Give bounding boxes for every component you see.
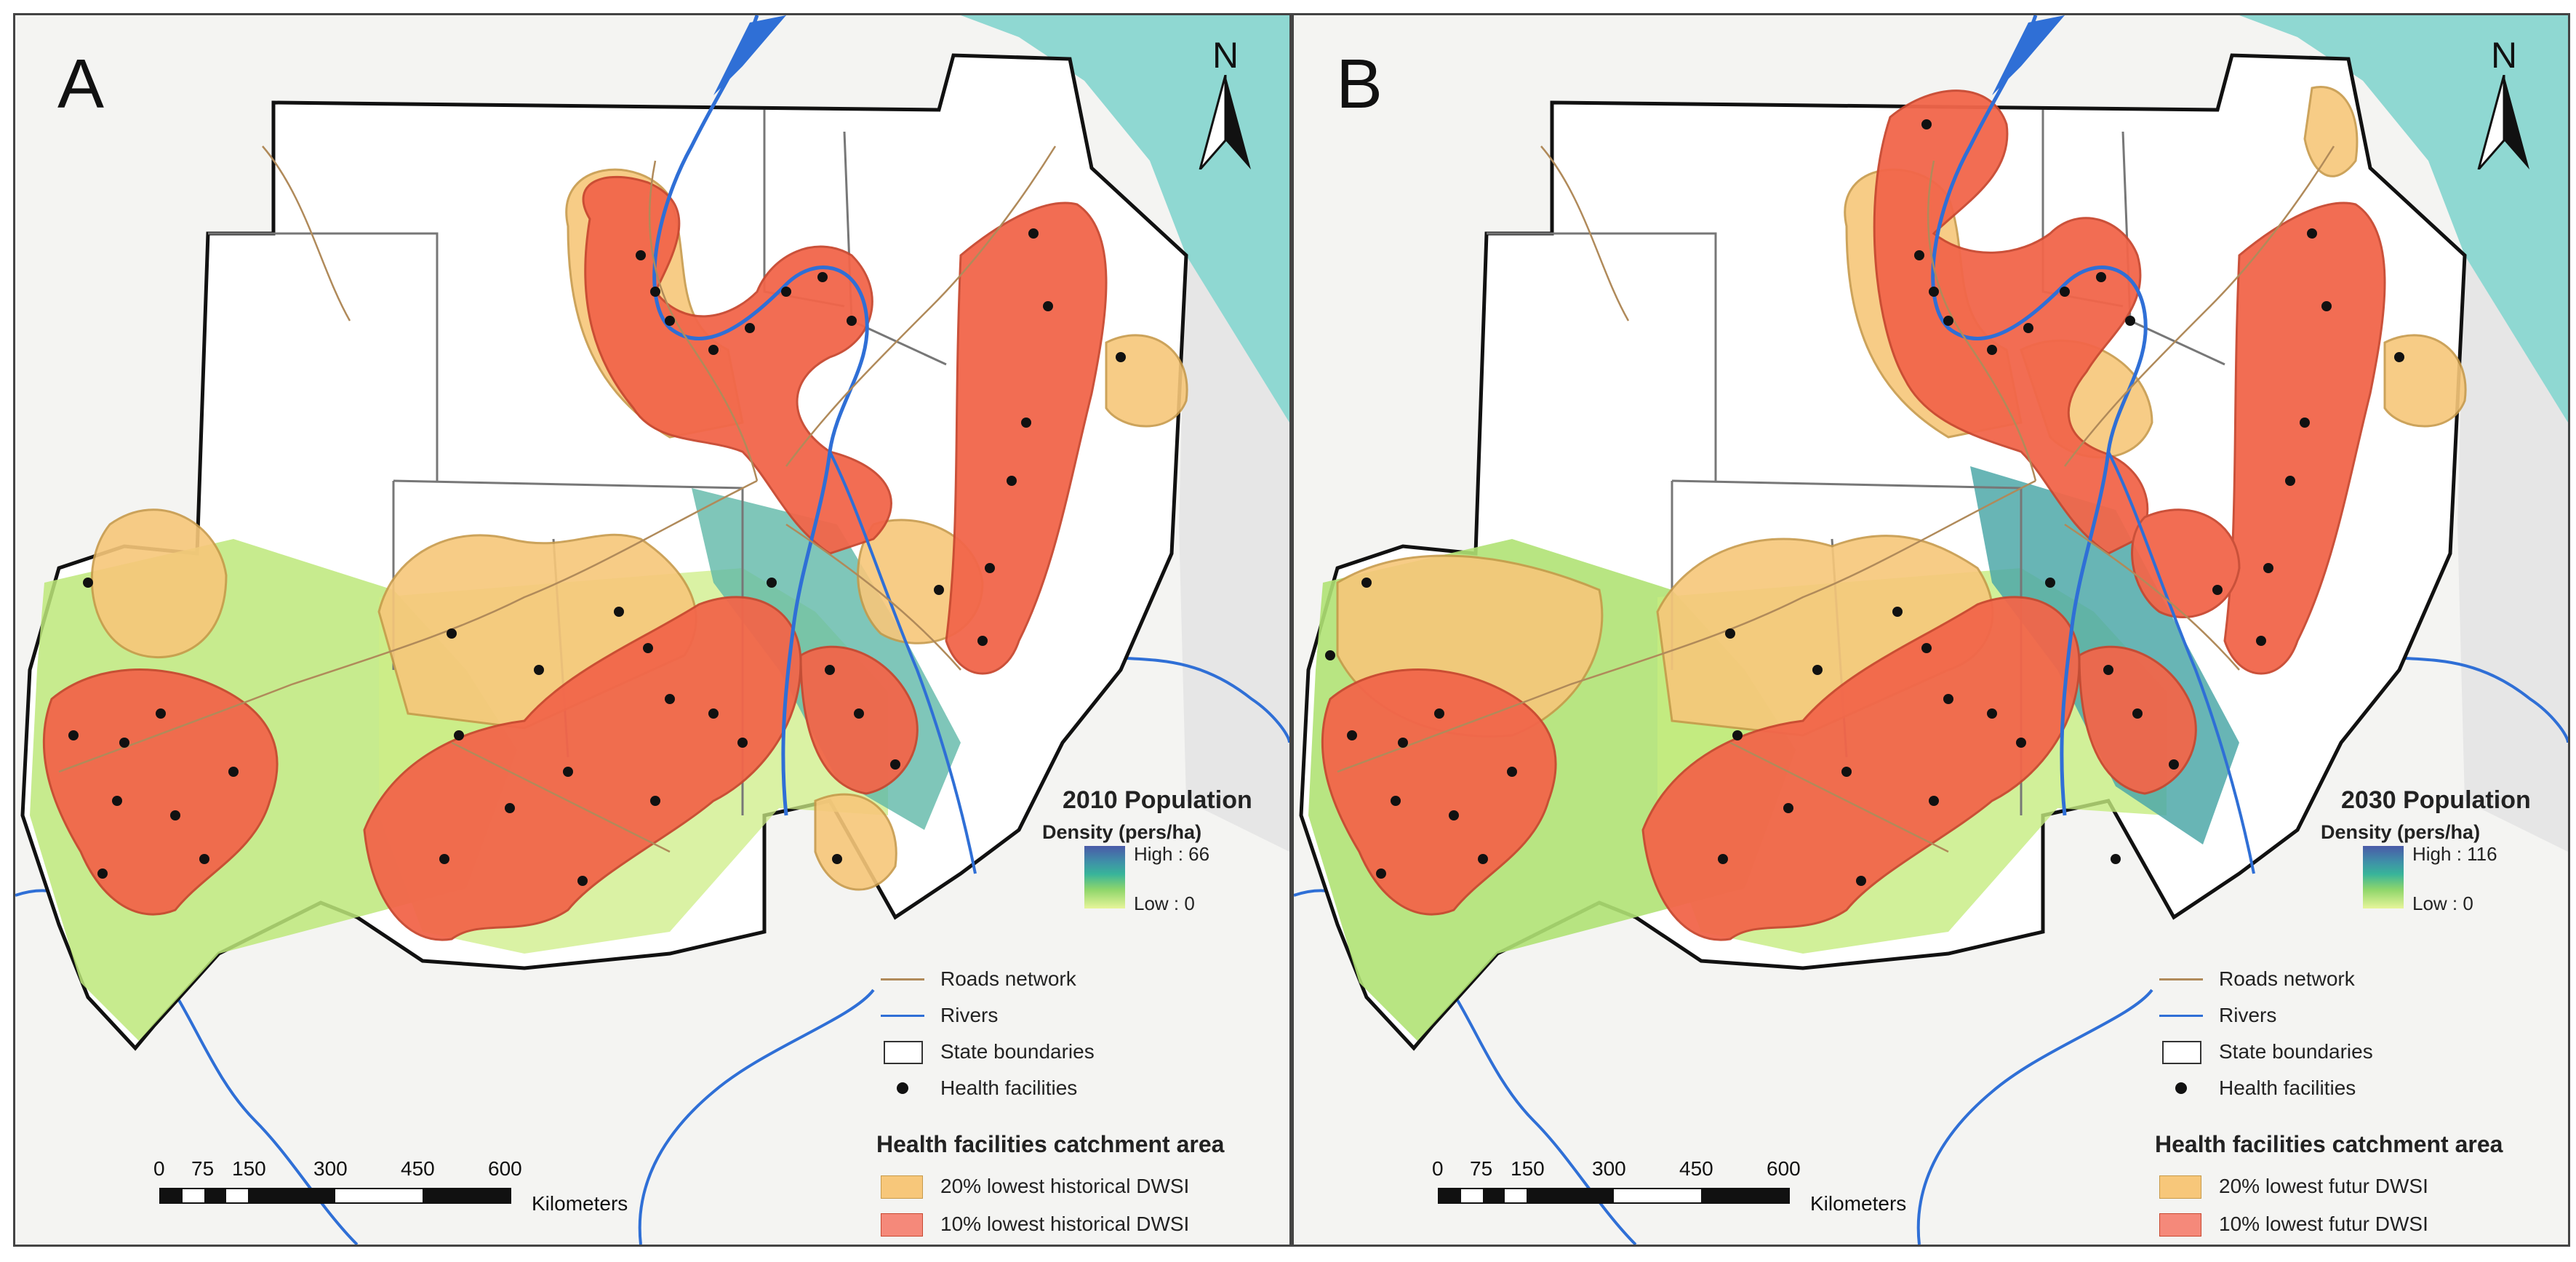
density-high-label: High : 116 [2412, 843, 2497, 865]
roads-network [1337, 145, 2335, 853]
red-sea [961, 15, 1289, 423]
legend-catch10-label: 10% lowest futur DWSI [2219, 1213, 2428, 1235]
scale-tick: 600 [1767, 1157, 1801, 1180]
scale-bar: 0 75 150 300 450 600 Kilometers [139, 1157, 628, 1245]
nile-head [713, 15, 786, 95]
density-title: 2010 Population [1063, 786, 1252, 814]
scale-tick: 150 [1511, 1157, 1545, 1180]
legend-roads-label: Roads network [940, 967, 1076, 990]
north-label: N [1212, 35, 1239, 76]
catchment-10 [42, 175, 1108, 941]
scale-tick: 300 [1592, 1157, 1626, 1180]
legend-catch20: 20% lowest historical DWSI [881, 1172, 1189, 1201]
density-low-label: Low : 0 [2412, 892, 2473, 914]
density-subtitle: Density (pers/ha) [2321, 821, 2481, 843]
legend-catch20-label: 20% lowest futur DWSI [2219, 1175, 2428, 1197]
scale-tick: 450 [401, 1157, 435, 1180]
scale-tick: 300 [313, 1157, 348, 1180]
legend-roads: Roads network [2159, 965, 2355, 994]
nile-head [1992, 15, 2065, 95]
density-subtitle: Density (pers/ha) [1042, 821, 1202, 843]
density-color-ramp [1084, 846, 1125, 908]
legend-states: State boundaries [2159, 1037, 2373, 1066]
legend-rivers: Rivers [881, 1001, 998, 1030]
legend-facilities: Health facilities [2159, 1074, 2356, 1103]
scale-bar: 0 75 150 300 450 600 Kilometers [1417, 1157, 1906, 1245]
map-canvas-b [1294, 15, 2568, 1245]
scale-tick: 600 [488, 1157, 522, 1180]
legend-catch20-label: 20% lowest historical DWSI [940, 1175, 1190, 1197]
north-arrow-icon [1199, 74, 1251, 170]
north-arrow-icon [2477, 74, 2529, 170]
legend-catch10-label: 10% lowest historical DWSI [940, 1213, 1190, 1235]
scale-tick: 0 [1432, 1157, 1444, 1180]
river-tributary [2107, 451, 2255, 874]
density-high-label: High : 66 [1134, 843, 1210, 865]
legend-catch10: 10% lowest futur DWSI [2159, 1210, 2428, 1239]
legend-facilities-label: Health facilities [2219, 1077, 2356, 1099]
scale-tick: 75 [191, 1157, 215, 1180]
health-facilities [1325, 119, 2404, 886]
map-panel-a: A N 2010 Population Density (pers/ha) Hi… [13, 13, 1292, 1247]
density-color-ramp [2363, 846, 2404, 908]
legend-rivers-label: Rivers [2219, 1004, 2277, 1026]
north-label: N [2490, 35, 2518, 76]
legend-rivers-label: Rivers [940, 1004, 999, 1026]
legend-states-label: State boundaries [940, 1040, 1095, 1063]
river-outside-2 [1916, 989, 2153, 1245]
scale-tick: 150 [232, 1157, 266, 1180]
legend-states-label: State boundaries [2219, 1040, 2373, 1063]
river-outside-2 [638, 989, 875, 1245]
legend-catch20: 20% lowest futur DWSI [2159, 1172, 2428, 1201]
scale-bar-graphic [1438, 1188, 1790, 1204]
legend-roads: Roads network [881, 965, 1076, 994]
scale-bar-graphic [159, 1188, 511, 1204]
catchment-title: Health facilities catchment area [2155, 1131, 2503, 1157]
map-canvas-a [15, 15, 1289, 1245]
panel-label: A [57, 45, 105, 123]
relief-east [1179, 255, 1289, 852]
red-sea [2239, 15, 2568, 423]
catchment-10 [1321, 89, 2386, 941]
north-arrow: N [2468, 36, 2540, 181]
health-facilities [68, 228, 1126, 886]
catchment-title: Health facilities catchment area [876, 1131, 1225, 1157]
legend-states: State boundaries [881, 1037, 1095, 1066]
legend-facilities-label: Health facilities [940, 1077, 1078, 1099]
river-tributary [828, 451, 977, 874]
scale-unit: Kilometers [1810, 1192, 1907, 1215]
density-low-label: Low : 0 [1134, 892, 1195, 914]
scale-tick: 0 [153, 1157, 165, 1180]
map-panel-b: B N 2030 Population Density (pers/ha) Hi… [1292, 13, 2570, 1247]
legend-roads-label: Roads network [2219, 967, 2355, 990]
nile-river [1931, 15, 2148, 816]
scale-tick: 75 [1470, 1157, 1493, 1180]
legend-facilities: Health facilities [881, 1074, 1077, 1103]
roads-network [58, 145, 1057, 853]
north-arrow: N [1189, 36, 1262, 181]
legend-catch10: 10% lowest historical DWSI [881, 1210, 1189, 1239]
scale-tick: 450 [1679, 1157, 1713, 1180]
density-title: 2030 Population [2341, 786, 2531, 814]
panel-label: B [1336, 45, 1383, 123]
legend-rivers: Rivers [2159, 1001, 2276, 1030]
nile-river [652, 15, 869, 816]
scale-unit: Kilometers [532, 1192, 628, 1215]
relief-east [2457, 255, 2568, 852]
